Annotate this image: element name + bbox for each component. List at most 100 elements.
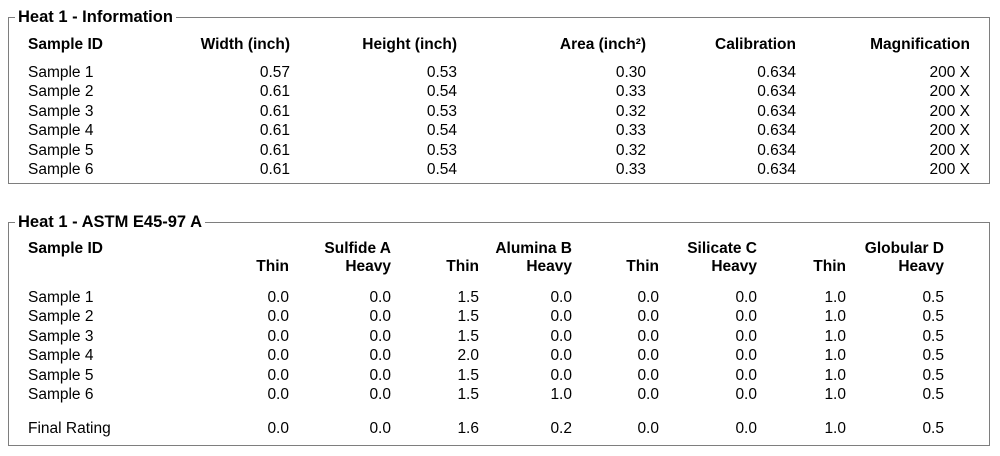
width-cell: 0.61 (259, 122, 290, 140)
sample-row: Sample 6 0.61 0.54 0.33 0.634 200 X (28, 161, 970, 181)
value-cell: 0.0 (267, 366, 289, 384)
subheader-heavy: Heavy (711, 258, 757, 275)
calibration-cell: 0.634 (757, 161, 796, 179)
subheader-heavy: Heavy (345, 258, 391, 275)
final-value-cell: 1.6 (457, 419, 479, 437)
sample-row: Sample 5 0.61 0.53 0.32 0.634 200 X (28, 141, 970, 161)
area-cell: 0.32 (615, 102, 646, 120)
information-table: Sample ID Width (inch) Height (inch) Are… (28, 35, 970, 180)
area-cell: 0.33 (615, 83, 646, 101)
final-value-cell: 0.0 (735, 419, 757, 437)
sample-row: Sample 3 0.0 0.0 1.5 0.0 0.0 0.0 1.0 0.5 (28, 327, 944, 347)
sample-row: Sample 2 0.61 0.54 0.33 0.634 200 X (28, 83, 970, 103)
final-value-cell: 0.0 (637, 419, 659, 437)
spacer-row (28, 55, 970, 63)
sample-id-cell: Sample 6 (28, 386, 94, 404)
group-header-sulfide-a: Sulfide A (324, 240, 391, 257)
column-header-sample-id: Sample ID (28, 36, 103, 53)
column-header-area: Area (inch²) (559, 36, 646, 53)
magnification-cell: 200 X (929, 161, 970, 179)
width-cell: 0.61 (259, 141, 290, 159)
value-cell: 0.0 (369, 327, 391, 345)
sample-id-cell: Sample 2 (28, 308, 94, 326)
calibration-cell: 0.634 (757, 122, 796, 140)
area-cell: 0.33 (615, 161, 646, 179)
final-rating-label: Final Rating (28, 419, 111, 437)
value-cell: 1.0 (824, 288, 846, 306)
calibration-cell: 0.634 (757, 102, 796, 120)
astm-rating-table: Sample ID Sulfide A Alumina B Silicate C… (28, 240, 944, 439)
area-cell: 0.33 (615, 122, 646, 140)
value-cell: 0.0 (267, 308, 289, 326)
height-cell: 0.53 (426, 102, 457, 120)
subheader-thin: Thin (256, 258, 289, 275)
value-cell: 1.0 (824, 327, 846, 345)
value-cell: 0.5 (922, 386, 944, 404)
value-cell: 1.0 (550, 386, 572, 404)
value-cell: 0.5 (922, 327, 944, 345)
value-cell: 0.0 (550, 288, 572, 306)
width-cell: 0.61 (259, 83, 290, 101)
column-header-height: Height (inch) (362, 36, 457, 53)
sample-row: Sample 4 0.61 0.54 0.33 0.634 200 X (28, 122, 970, 142)
group-header-alumina-b: Alumina B (495, 240, 572, 257)
value-cell: 0.0 (267, 386, 289, 404)
value-cell: 0.0 (735, 288, 757, 306)
heat1-astm-groupbox: Heat 1 - ASTM E45-97 A Sample ID Sulfide… (8, 213, 990, 446)
value-cell: 0.5 (922, 366, 944, 384)
final-value-cell: 0.0 (267, 419, 289, 437)
spacer-row (28, 276, 944, 288)
value-cell: 0.0 (267, 288, 289, 306)
final-value-cell: 0.5 (922, 419, 944, 437)
column-header-sample-id: Sample ID (28, 240, 103, 257)
value-cell: 0.5 (922, 288, 944, 306)
subheader-thin: Thin (446, 258, 479, 275)
value-cell: 1.0 (824, 386, 846, 404)
column-header-magnification: Magnification (870, 36, 970, 53)
value-cell: 0.0 (369, 308, 391, 326)
value-cell: 0.0 (735, 327, 757, 345)
sample-id-cell: Sample 5 (28, 366, 94, 384)
subheader-heavy: Heavy (898, 258, 944, 275)
heat1-information-groupbox: Heat 1 - Information Sample ID Width (in… (8, 8, 990, 184)
heat1-astm-title: Heat 1 - ASTM E45-97 A (15, 213, 205, 232)
spacer-cell (28, 276, 944, 288)
value-cell: 0.0 (267, 327, 289, 345)
value-cell: 0.0 (369, 288, 391, 306)
value-cell: 0.0 (267, 347, 289, 365)
value-cell: 0.0 (550, 327, 572, 345)
spacer-row (28, 405, 944, 419)
group-header-globular-d: Globular D (864, 240, 944, 257)
sample-id-cell: Sample 3 (28, 327, 94, 345)
sample-row: Sample 2 0.0 0.0 1.5 0.0 0.0 0.0 1.0 0.5 (28, 308, 944, 328)
value-cell: 0.0 (369, 366, 391, 384)
subheader-thin: Thin (626, 258, 659, 275)
height-cell: 0.53 (426, 63, 457, 81)
value-cell: 0.0 (637, 366, 659, 384)
value-cell: 0.0 (735, 386, 757, 404)
final-value-cell: 0.0 (369, 419, 391, 437)
value-cell: 0.5 (922, 347, 944, 365)
sample-id-cell: Sample 1 (28, 288, 94, 306)
value-cell: 1.5 (457, 386, 479, 404)
value-cell: 2.0 (457, 347, 479, 365)
final-value-cell: 1.0 (824, 419, 846, 437)
magnification-cell: 200 X (929, 63, 970, 81)
value-cell: 0.0 (369, 386, 391, 404)
value-cell: 0.0 (735, 347, 757, 365)
value-cell: 0.0 (550, 308, 572, 326)
sample-row: Sample 6 0.0 0.0 1.5 1.0 0.0 0.0 1.0 0.5 (28, 386, 944, 406)
value-cell: 1.0 (824, 366, 846, 384)
value-cell: 1.0 (824, 347, 846, 365)
height-cell: 0.54 (426, 83, 457, 101)
calibration-cell: 0.634 (757, 63, 796, 81)
final-value-cell: 0.2 (550, 419, 572, 437)
calibration-cell: 0.634 (757, 141, 796, 159)
height-cell: 0.54 (426, 161, 457, 179)
area-cell: 0.30 (615, 63, 646, 81)
sample-id-cell: Sample 1 (28, 63, 94, 81)
sample-row: Sample 5 0.0 0.0 1.5 0.0 0.0 0.0 1.0 0.5 (28, 366, 944, 386)
value-cell: 0.0 (550, 347, 572, 365)
value-cell: 1.5 (457, 308, 479, 326)
information-header-row: Sample ID Width (inch) Height (inch) Are… (28, 35, 970, 55)
